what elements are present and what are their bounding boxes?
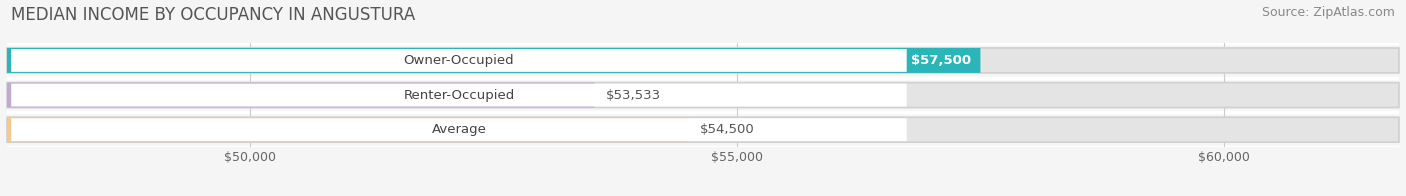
- Text: $53,533: $53,533: [606, 89, 661, 102]
- Text: Owner-Occupied: Owner-Occupied: [404, 54, 515, 67]
- FancyBboxPatch shape: [11, 49, 907, 72]
- Text: $57,500: $57,500: [911, 54, 970, 67]
- FancyBboxPatch shape: [7, 48, 1399, 73]
- FancyBboxPatch shape: [7, 117, 689, 142]
- FancyBboxPatch shape: [11, 84, 907, 106]
- FancyBboxPatch shape: [7, 48, 980, 73]
- Text: MEDIAN INCOME BY OCCUPANCY IN ANGUSTURA: MEDIAN INCOME BY OCCUPANCY IN ANGUSTURA: [11, 6, 416, 24]
- FancyBboxPatch shape: [7, 83, 595, 108]
- Text: $54,500: $54,500: [700, 123, 754, 136]
- Text: Average: Average: [432, 123, 486, 136]
- FancyBboxPatch shape: [7, 83, 1399, 108]
- Text: Source: ZipAtlas.com: Source: ZipAtlas.com: [1261, 6, 1395, 19]
- FancyBboxPatch shape: [11, 118, 907, 141]
- FancyBboxPatch shape: [7, 117, 1399, 142]
- Text: Renter-Occupied: Renter-Occupied: [404, 89, 515, 102]
